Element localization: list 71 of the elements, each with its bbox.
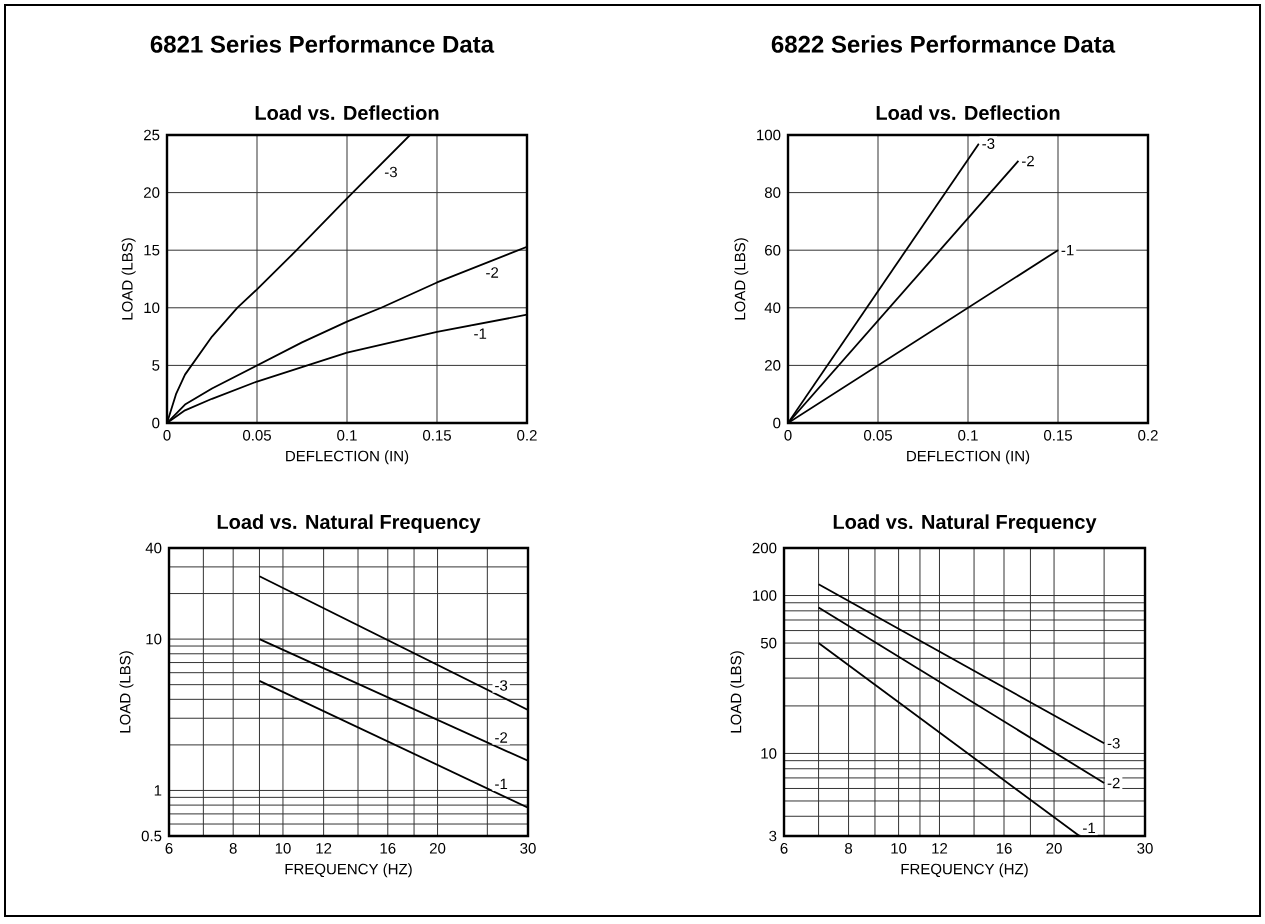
y-axis-title: LOAD (LBS) xyxy=(119,651,134,733)
y-tick-label: 0 xyxy=(152,417,160,429)
x-tick-label: 0.1 xyxy=(958,430,978,441)
y-tick-label: 40 xyxy=(145,542,162,554)
y-axis-title: LOAD (LBS) xyxy=(730,651,745,733)
y-tick-label: 0.5 xyxy=(141,830,162,842)
y-tick-label: 100 xyxy=(757,129,781,141)
x-tick-label: 16 xyxy=(996,843,1012,854)
series-label: -1 xyxy=(1083,822,1096,834)
y-tick-label: 100 xyxy=(753,590,777,601)
x-tick-label: 0.15 xyxy=(1044,430,1072,441)
y-tick-label: 200 xyxy=(752,542,777,554)
x-tick-label: 20 xyxy=(1046,843,1062,854)
y-tick-label: 60 xyxy=(765,244,781,256)
series-label: -2 xyxy=(1021,155,1034,167)
x-tick-label: 0.15 xyxy=(423,430,451,441)
x-tick-label: 30 xyxy=(1137,843,1153,854)
x-tick-label: 6 xyxy=(780,843,788,854)
x-tick-label: 0.2 xyxy=(1138,430,1158,441)
chart-title: Load vs. Natural Frequency xyxy=(217,514,481,534)
x-tick-label: 0 xyxy=(784,430,792,441)
x-tick-label: 0 xyxy=(163,430,171,441)
x-tick-label: 6 xyxy=(165,843,173,854)
series-label: -2 xyxy=(486,267,499,278)
y-tick-label: 15 xyxy=(144,244,160,256)
y-tick-label: 20 xyxy=(144,187,160,198)
y-tick-label: 80 xyxy=(764,187,781,198)
series-label: -3 xyxy=(982,138,995,149)
chart-subtitle: Load vs. Deflection xyxy=(255,105,439,120)
x-tick-label: 0.1 xyxy=(337,430,357,441)
y-axis-title: LOAD (LBS) xyxy=(121,238,136,320)
x-axis-title: DEFLECTION (IN) xyxy=(286,450,409,465)
x-tick-label: 8 xyxy=(845,843,853,854)
chart-subtitle: Load vs. Deflection xyxy=(876,105,1060,120)
x-tick-label: 16 xyxy=(380,843,396,854)
y-tick-label: 25 xyxy=(144,129,160,141)
y-tick-label: 3 xyxy=(769,830,777,842)
y-tick-label: 5 xyxy=(152,360,160,371)
series-label: -1 xyxy=(495,778,508,790)
series-label: -3 xyxy=(495,680,508,691)
x-tick-label: 8 xyxy=(229,843,237,854)
series-label: -3 xyxy=(1107,737,1120,749)
x-tick-label: 20 xyxy=(429,843,446,854)
series-label: -2 xyxy=(1107,777,1120,789)
y-tick-label: 10 xyxy=(144,302,160,314)
x-tick-label: 0.05 xyxy=(864,430,892,441)
y-tick-label: 10 xyxy=(146,633,162,645)
y-tick-label: 10 xyxy=(761,748,777,759)
x-axis-title: FREQUENCY (HZ) xyxy=(285,863,412,878)
series-label: -2 xyxy=(495,732,508,743)
y-tick-label: 0 xyxy=(773,417,781,429)
x-tick-label: 12 xyxy=(932,843,948,854)
chart-title: Load vs. Natural Frequency xyxy=(833,514,1097,534)
x-tick-label: 0.05 xyxy=(243,430,271,441)
x-tick-label: 10 xyxy=(891,843,907,854)
x-tick-label: 12 xyxy=(316,843,332,854)
series-label: -1 xyxy=(474,328,487,339)
x-tick-label: 30 xyxy=(520,843,536,854)
series-label: -1 xyxy=(1061,245,1074,256)
series-label: -3 xyxy=(384,166,397,178)
y-tick-label: 1 xyxy=(154,785,162,796)
y-tick-label: 40 xyxy=(764,302,781,314)
x-tick-label: 0.2 xyxy=(517,430,537,441)
y-tick-label: 20 xyxy=(765,360,781,371)
chart-title: 6821 Series Performance Data xyxy=(150,35,495,53)
x-axis-title: DEFLECTION (IN) xyxy=(907,450,1030,465)
x-axis-title: FREQUENCY (HZ) xyxy=(901,863,1028,878)
chart-title: 6822 Series Performance Data xyxy=(771,35,1116,53)
x-tick-label: 10 xyxy=(275,843,291,854)
y-tick-label: 50 xyxy=(760,637,777,649)
y-axis-title: LOAD (LBS) xyxy=(734,238,749,320)
